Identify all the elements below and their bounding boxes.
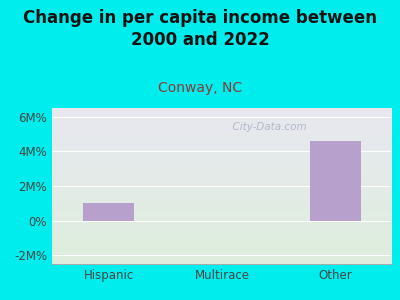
Bar — [83, 203, 134, 221]
Text: Conway, NC: Conway, NC — [158, 81, 242, 95]
Text: Change in per capita income between
2000 and 2022: Change in per capita income between 2000… — [23, 9, 377, 49]
Bar — [310, 141, 361, 221]
Text: City-Data.com: City-Data.com — [226, 122, 306, 132]
